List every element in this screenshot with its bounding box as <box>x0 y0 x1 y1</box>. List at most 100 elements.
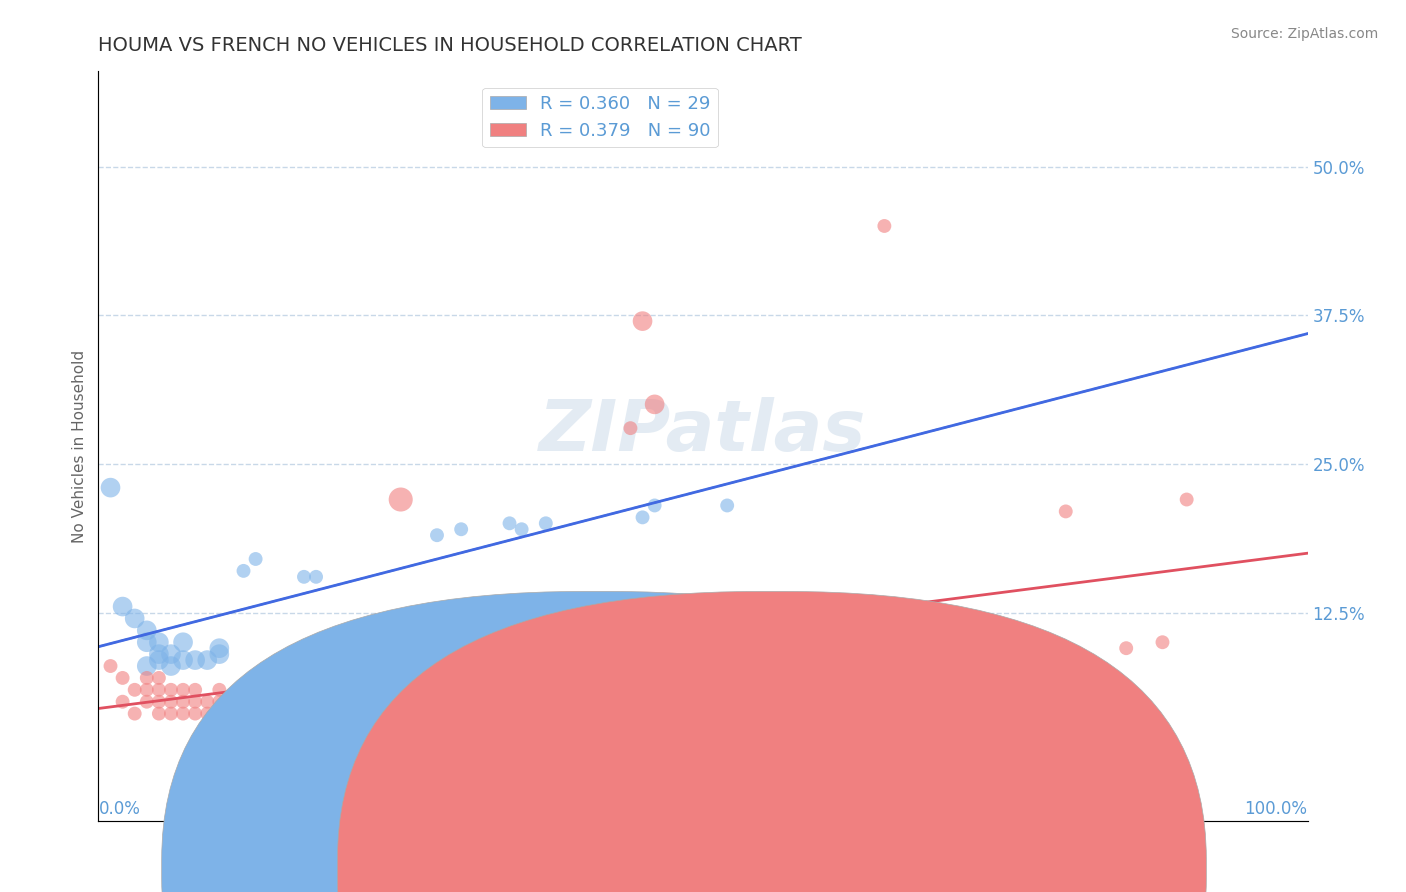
Point <box>910 659 932 673</box>
Point <box>692 695 714 709</box>
Point <box>281 695 304 709</box>
Point <box>135 695 157 709</box>
Point <box>195 695 218 709</box>
Point <box>245 706 267 721</box>
Point <box>184 706 207 721</box>
Point <box>221 706 243 721</box>
Point <box>135 682 157 697</box>
Text: ZIPatlas: ZIPatlas <box>540 397 866 466</box>
Point <box>232 564 254 578</box>
Point <box>256 682 278 697</box>
Point <box>135 659 157 673</box>
Point <box>1115 641 1137 656</box>
Point <box>148 682 170 697</box>
Point <box>148 695 170 709</box>
Point <box>644 499 666 513</box>
Point <box>269 695 291 709</box>
Point <box>221 695 243 709</box>
Point <box>305 570 328 584</box>
Point <box>172 695 194 709</box>
Point <box>135 624 157 638</box>
Point <box>523 659 546 673</box>
Point <box>631 314 654 328</box>
Point <box>135 671 157 685</box>
Point <box>111 671 134 685</box>
Point <box>208 695 231 709</box>
Legend: R = 0.360   N = 29, R = 0.379   N = 90: R = 0.360 N = 29, R = 0.379 N = 90 <box>482 88 718 147</box>
Point <box>184 682 207 697</box>
Point <box>208 682 231 697</box>
Point <box>644 397 666 411</box>
Point <box>353 671 375 685</box>
Point <box>547 671 569 685</box>
Point <box>135 635 157 649</box>
Point <box>160 659 183 673</box>
Point <box>704 695 727 709</box>
Point <box>245 671 267 685</box>
Point <box>463 677 485 691</box>
Point <box>873 219 896 233</box>
Point <box>111 695 134 709</box>
Point <box>184 653 207 667</box>
Point <box>148 706 170 721</box>
Point <box>148 653 170 667</box>
Text: □  French: □ French <box>754 861 835 879</box>
Point <box>413 671 436 685</box>
Point <box>232 706 254 721</box>
Point <box>752 665 775 679</box>
Point <box>631 510 654 524</box>
Point <box>195 706 218 721</box>
Point <box>245 552 267 566</box>
Point <box>208 706 231 721</box>
Point <box>124 611 146 625</box>
Point <box>172 653 194 667</box>
Point <box>208 641 231 656</box>
Point <box>1175 492 1198 507</box>
Point <box>957 635 980 649</box>
Point <box>740 671 762 685</box>
Point <box>342 682 364 697</box>
Point <box>329 689 352 703</box>
Point <box>583 659 606 673</box>
Point <box>426 677 449 691</box>
Point <box>510 522 533 536</box>
Point <box>366 677 388 691</box>
Point <box>534 516 557 531</box>
Point <box>111 599 134 614</box>
Point <box>184 695 207 709</box>
Point <box>292 570 315 584</box>
Point <box>450 671 472 685</box>
Point <box>245 695 267 709</box>
Point <box>148 647 170 661</box>
Point <box>510 671 533 685</box>
Point <box>377 671 399 685</box>
Point <box>619 421 641 435</box>
Point <box>256 695 278 709</box>
Point <box>679 677 702 691</box>
Text: 100.0%: 100.0% <box>1244 800 1308 818</box>
Point <box>389 492 412 507</box>
Point <box>837 617 859 632</box>
Point <box>426 528 449 542</box>
Point <box>232 682 254 697</box>
Point <box>450 522 472 536</box>
Text: HOUMA VS FRENCH NO VEHICLES IN HOUSEHOLD CORRELATION CHART: HOUMA VS FRENCH NO VEHICLES IN HOUSEHOLD… <box>98 36 803 54</box>
Point <box>172 706 194 721</box>
Point <box>571 671 593 685</box>
Point <box>402 677 425 691</box>
Point <box>534 665 557 679</box>
Point <box>160 695 183 709</box>
Point <box>921 659 943 673</box>
Text: Source: ZipAtlas.com: Source: ZipAtlas.com <box>1230 27 1378 41</box>
Point <box>607 653 630 667</box>
Point <box>558 635 581 649</box>
Point <box>305 682 328 697</box>
Point <box>172 635 194 649</box>
Point <box>124 682 146 697</box>
Point <box>994 653 1017 667</box>
Text: □  Houma: □ Houma <box>576 861 661 879</box>
Point <box>195 653 218 667</box>
Point <box>160 682 183 697</box>
Point <box>498 677 520 691</box>
Point <box>269 671 291 685</box>
